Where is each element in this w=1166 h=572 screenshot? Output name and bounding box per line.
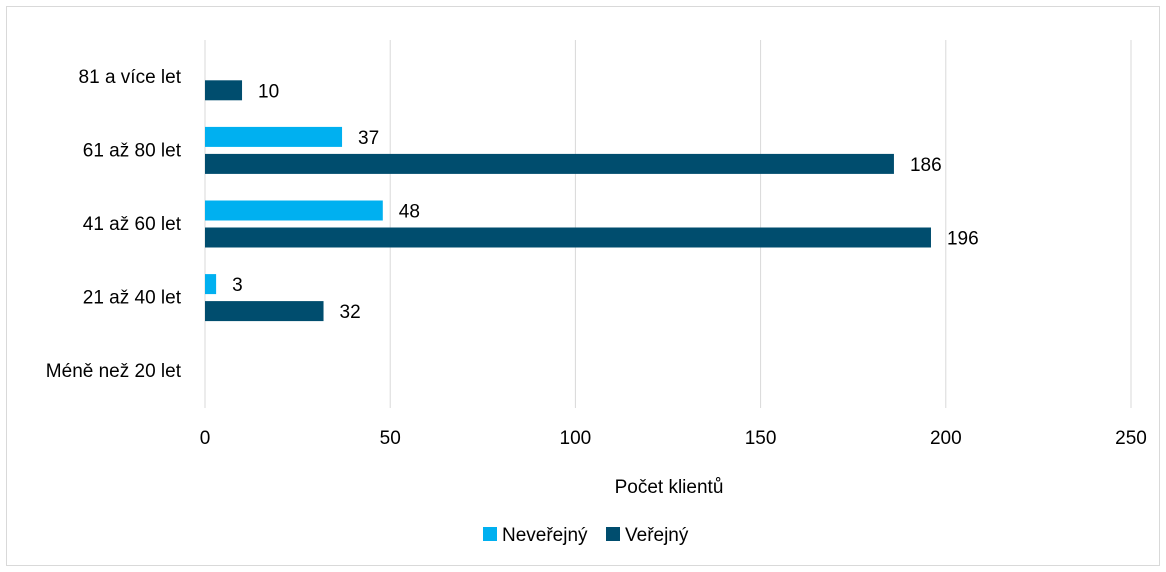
data-label: 32 [340,302,361,323]
bar-neveřejný [205,126,343,147]
x-tick-label: 0 [200,428,211,449]
legend-label: Neveřejný [502,525,588,546]
x-tick-label: 50 [380,428,401,449]
data-label: 10 [258,81,279,102]
chart-frame [6,6,1160,566]
category-label: 81 a více let [79,67,182,88]
data-label: 186 [910,155,942,176]
bars [205,80,931,322]
legend-swatch [606,527,620,541]
data-labels: 10 37 186 48 196 3 32 [232,81,979,323]
bar-neveřejný [205,200,383,221]
x-tick-labels: 0 50 100 150 200 250 [200,428,1147,449]
x-tick-label: 100 [560,428,592,449]
category-label: 61 až 80 let [83,140,182,161]
legend: Neveřejný Veřejný [483,525,689,546]
bar-neveřejný [205,274,217,295]
x-tick-label: 150 [745,428,777,449]
x-tick-label: 250 [1115,428,1147,449]
data-label: 196 [947,229,979,250]
data-label: 48 [399,202,420,223]
x-tick-label: 200 [930,428,962,449]
bar-veřejný [205,227,931,248]
category-label: Méně než 20 let [46,361,182,382]
data-label: 37 [358,128,379,149]
data-label: 3 [232,275,243,296]
bar-veřejný [205,301,324,322]
category-label: 41 až 60 let [83,214,182,235]
legend-swatch [483,527,497,541]
gridlines [204,40,1132,408]
legend-label: Veřejný [625,525,689,546]
bar-veřejný [205,153,894,174]
bar-veřejný [205,80,243,101]
category-label: 21 až 40 let [83,288,182,309]
x-axis-title: Počet klientů [615,477,724,498]
category-labels: 81 a více let 61 až 80 let 41 až 60 let 21 … [46,67,182,382]
